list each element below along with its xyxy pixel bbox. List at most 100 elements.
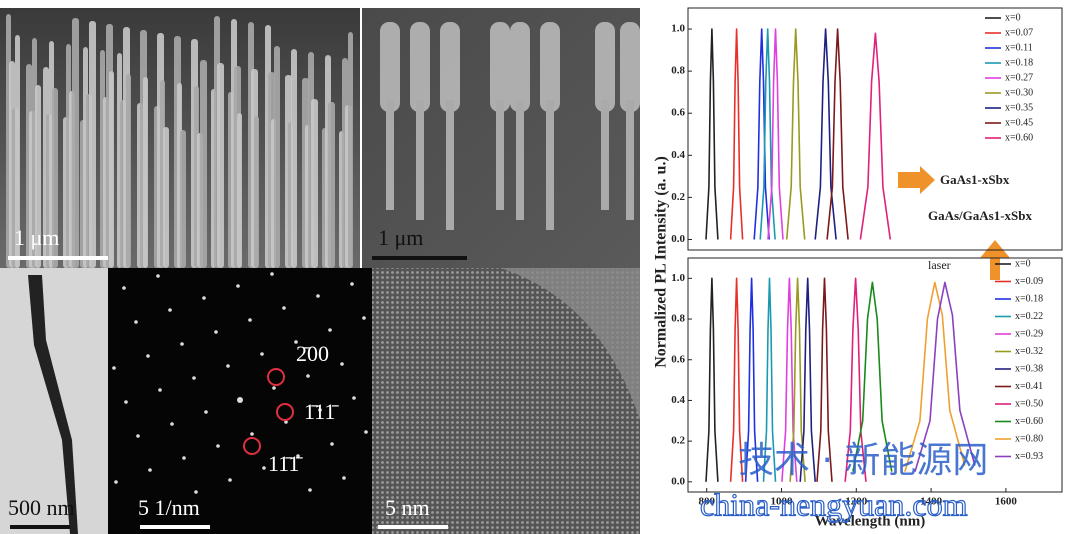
y-tick-label: 0.8 xyxy=(671,313,685,325)
watermark-url: china-nengyuan.com xyxy=(700,486,968,522)
diffraction-spot xyxy=(180,342,184,346)
diffraction-spot xyxy=(112,366,116,370)
diffraction-spot xyxy=(350,282,354,286)
legend-label: x=0 xyxy=(1005,12,1021,23)
figure: 1 μm 1 μm 500 nm 5 1/nm 5 nm 2̄00 1̄11̄ … xyxy=(0,0,1071,534)
legend-label: x=0.11 xyxy=(1005,42,1033,53)
scale-bar xyxy=(372,256,467,260)
diffraction-spot xyxy=(248,318,252,322)
diffraction-spot xyxy=(214,330,218,334)
diffraction-spot xyxy=(364,430,368,434)
annotation: GaAs1-xSbx xyxy=(940,172,1010,187)
scale-label: 5 1/nm xyxy=(138,495,200,520)
nanowire xyxy=(410,22,430,112)
diffraction-spot xyxy=(362,316,366,320)
nanowire xyxy=(516,100,524,220)
nanowire xyxy=(89,21,96,268)
y-axis-label: Normalized PL Intensity (a. u.) xyxy=(653,156,670,368)
legend-label: x=0.45 xyxy=(1005,117,1033,128)
diffraction-spot xyxy=(156,274,160,278)
legend-label: x=0.18 xyxy=(1015,293,1043,304)
scale-bar xyxy=(8,256,108,260)
nanowire xyxy=(180,130,186,268)
diffraction-spot xyxy=(308,488,312,492)
series-line xyxy=(787,29,805,240)
diffraction-spot xyxy=(352,396,356,400)
nanowire xyxy=(601,100,609,210)
nanowire xyxy=(274,46,280,268)
diffraction-spot xyxy=(202,296,206,300)
series-line xyxy=(706,278,718,482)
diffraction-spot xyxy=(146,354,150,358)
legend-label: x=0.22 xyxy=(1015,311,1043,322)
series-line xyxy=(706,29,718,240)
diffraction-spot xyxy=(204,410,208,414)
annotation: GaAs/GaAs1-xSbx xyxy=(928,208,1033,223)
diffraction-spot xyxy=(226,364,230,368)
diffraction-spot xyxy=(328,328,332,332)
diffraction-spot xyxy=(250,432,254,436)
nanowire xyxy=(380,22,400,112)
scale-label: 5 nm xyxy=(385,495,430,520)
diffraction-spot xyxy=(124,400,128,404)
legend-label: x=0.09 xyxy=(1015,276,1043,287)
legend-label: x=0.07 xyxy=(1005,27,1033,38)
arrow xyxy=(980,240,1010,280)
nanowire xyxy=(386,100,394,210)
scale-bar xyxy=(140,525,210,529)
diffraction-spot xyxy=(340,362,344,366)
legend-label: x=0.60 xyxy=(1015,416,1043,427)
scale-label: 500 nm xyxy=(8,495,75,520)
nanowire xyxy=(595,22,615,112)
diffraction-spot xyxy=(114,480,118,484)
y-tick-label: 0.2 xyxy=(671,191,685,203)
nanowire xyxy=(109,71,114,268)
nanowire xyxy=(496,100,504,210)
diffraction-spot xyxy=(158,388,162,392)
diffraction-spot xyxy=(170,422,174,426)
nanowire xyxy=(510,22,530,112)
nanowire xyxy=(311,99,318,268)
legend-label: x=0.50 xyxy=(1015,398,1043,409)
legend-label: x=0.18 xyxy=(1005,57,1033,68)
diffraction-spot xyxy=(270,272,274,276)
legend-label: x=0.38 xyxy=(1015,363,1043,374)
diffraction-spot xyxy=(228,478,232,482)
spot-label: 2̄00 xyxy=(296,341,329,366)
diffraction-spot xyxy=(272,386,276,390)
series-line xyxy=(860,33,890,239)
diffraction-spot xyxy=(194,490,198,494)
diffraction-spot xyxy=(122,286,126,290)
y-tick-label: 0.0 xyxy=(671,233,685,245)
diffraction-spot xyxy=(236,284,240,288)
diffraction-spot xyxy=(260,352,264,356)
legend-label: x=0.93 xyxy=(1015,451,1043,462)
scale-label: 1 μm xyxy=(378,225,423,250)
legend-label: x=0.29 xyxy=(1015,328,1043,339)
nanowire xyxy=(328,102,335,268)
scale-label: 1 μm xyxy=(14,225,59,250)
legend-label: x=0.60 xyxy=(1005,132,1033,143)
nanowire xyxy=(143,77,148,268)
diffraction-spot xyxy=(316,294,320,298)
diffraction-spot xyxy=(342,476,346,480)
diffraction-spot xyxy=(136,434,140,438)
nanowire xyxy=(416,100,424,220)
y-tick-label: 0.2 xyxy=(671,435,685,447)
annotation: laser xyxy=(928,258,951,272)
diffraction-spot xyxy=(168,308,172,312)
scale-bar xyxy=(10,525,70,529)
legend-label: x=0.35 xyxy=(1005,102,1033,113)
nanowire xyxy=(200,60,207,268)
y-tick-label: 0.4 xyxy=(671,149,685,161)
nanowire xyxy=(440,22,460,112)
diffraction-spot xyxy=(134,320,138,324)
nanowire xyxy=(348,32,353,268)
scale-bar xyxy=(378,525,448,529)
watermark: 技术 · 新能源网 xyxy=(738,440,988,481)
nanowire xyxy=(126,74,131,268)
legend-label: x=0 xyxy=(1015,258,1031,269)
y-tick-label: 0.0 xyxy=(671,475,685,487)
charts: 0.00.20.40.60.81.0x=0x=0.07x=0.11x=0.18x… xyxy=(671,8,1062,508)
y-tick-label: 1.0 xyxy=(671,272,685,284)
